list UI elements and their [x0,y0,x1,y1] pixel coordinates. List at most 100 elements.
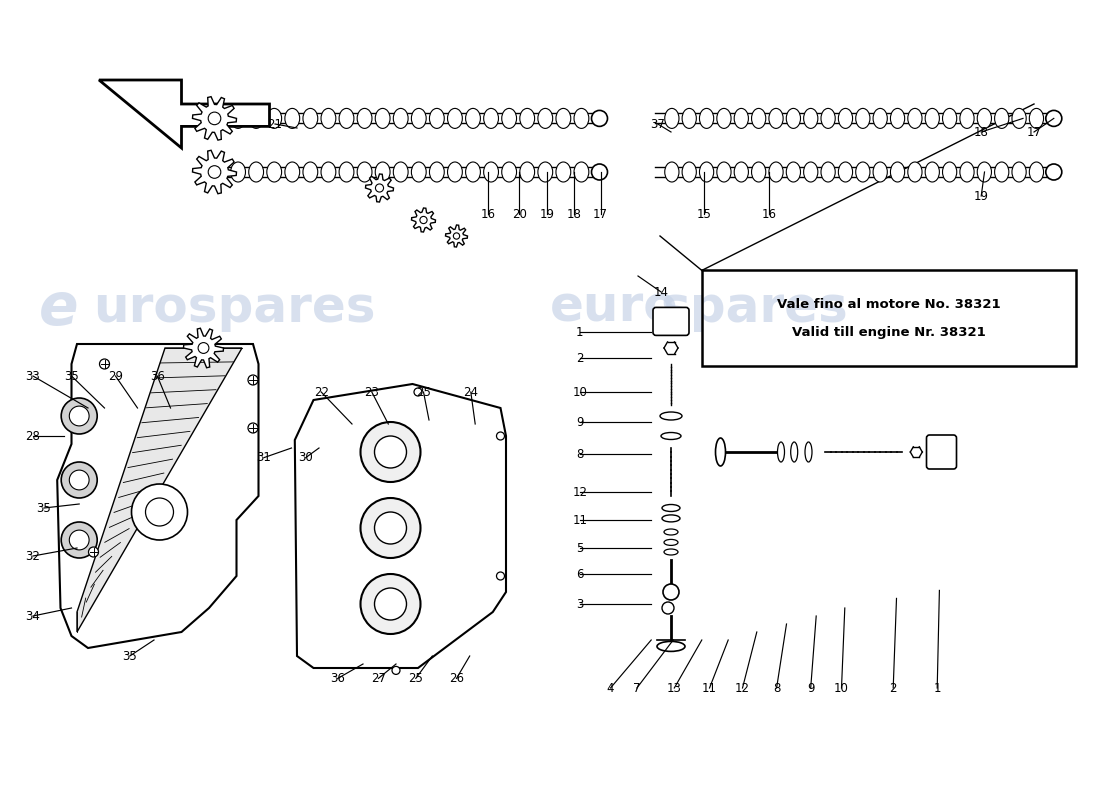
Circle shape [361,422,420,482]
Ellipse shape [339,108,354,128]
Circle shape [662,602,674,614]
Circle shape [1046,110,1062,126]
Ellipse shape [873,162,888,182]
Text: 25: 25 [408,672,424,685]
Ellipse shape [751,162,766,182]
Ellipse shape [411,108,426,128]
Text: 1: 1 [934,682,940,694]
Text: 5: 5 [576,542,583,554]
Text: 25: 25 [416,386,431,398]
Ellipse shape [715,438,726,466]
Text: 10: 10 [834,682,849,694]
Polygon shape [77,348,242,632]
Text: 26: 26 [449,672,464,685]
Text: 3: 3 [576,598,583,610]
Ellipse shape [769,162,783,182]
Ellipse shape [429,162,444,182]
Text: 35: 35 [64,370,79,382]
Circle shape [99,359,110,369]
Ellipse shape [448,108,462,128]
Polygon shape [184,328,223,368]
Bar [702,270,1076,366]
Text: 20: 20 [512,208,527,221]
Circle shape [496,572,505,580]
Circle shape [88,547,99,557]
Ellipse shape [520,108,535,128]
Circle shape [62,522,97,558]
Ellipse shape [791,442,798,462]
Ellipse shape [664,539,678,546]
Ellipse shape [657,642,685,651]
Ellipse shape [538,162,552,182]
Ellipse shape [682,162,696,182]
Ellipse shape [664,162,679,182]
Ellipse shape [249,162,264,182]
Circle shape [132,484,187,540]
Ellipse shape [1030,162,1044,182]
Ellipse shape [358,162,372,182]
Text: 17: 17 [1026,126,1042,138]
Circle shape [208,112,221,125]
Ellipse shape [556,108,571,128]
Circle shape [248,423,258,433]
Ellipse shape [664,108,679,128]
Ellipse shape [977,162,991,182]
Text: 31: 31 [256,451,272,464]
Ellipse shape [717,108,732,128]
Text: 27: 27 [371,672,386,685]
Ellipse shape [890,108,904,128]
Text: 4: 4 [607,682,614,694]
Ellipse shape [821,162,835,182]
Ellipse shape [682,108,696,128]
Ellipse shape [856,108,870,128]
Text: 28: 28 [25,430,41,442]
Ellipse shape [977,108,991,128]
Text: 19: 19 [974,190,989,202]
Ellipse shape [231,108,245,128]
Text: 12: 12 [572,486,587,498]
Ellipse shape [502,108,517,128]
Text: Valid till engine Nr. 38321: Valid till engine Nr. 38321 [792,326,986,339]
Ellipse shape [943,108,957,128]
Circle shape [374,588,407,620]
Polygon shape [57,344,258,648]
Text: 2: 2 [890,682,896,694]
Ellipse shape [908,162,922,182]
Ellipse shape [520,162,535,182]
Ellipse shape [821,108,835,128]
Polygon shape [192,97,236,140]
Ellipse shape [925,108,939,128]
Polygon shape [411,208,436,232]
Text: 12: 12 [735,682,750,694]
Ellipse shape [448,162,462,182]
Circle shape [592,110,607,126]
Circle shape [375,184,384,192]
Text: 18: 18 [974,126,989,138]
Text: 36: 36 [330,672,345,685]
Ellipse shape [1012,108,1026,128]
Polygon shape [192,150,236,194]
Circle shape [361,498,420,558]
Ellipse shape [943,162,957,182]
Text: Vale fino al motore No. 38321: Vale fino al motore No. 38321 [777,298,1001,310]
Ellipse shape [838,108,853,128]
Ellipse shape [394,108,408,128]
Ellipse shape [231,162,245,182]
Ellipse shape [734,108,748,128]
Text: 18: 18 [566,208,582,221]
Text: 36: 36 [150,370,165,382]
Text: 8: 8 [576,448,583,461]
Ellipse shape [574,162,589,182]
Ellipse shape [267,108,282,128]
Text: 13: 13 [667,682,682,694]
Text: e: e [39,279,78,337]
Text: 33: 33 [25,370,41,382]
Ellipse shape [838,162,853,182]
Circle shape [62,462,97,498]
Ellipse shape [249,108,264,128]
Circle shape [361,574,420,634]
Ellipse shape [804,108,818,128]
Ellipse shape [700,162,714,182]
Ellipse shape [465,162,481,182]
Ellipse shape [660,412,682,420]
